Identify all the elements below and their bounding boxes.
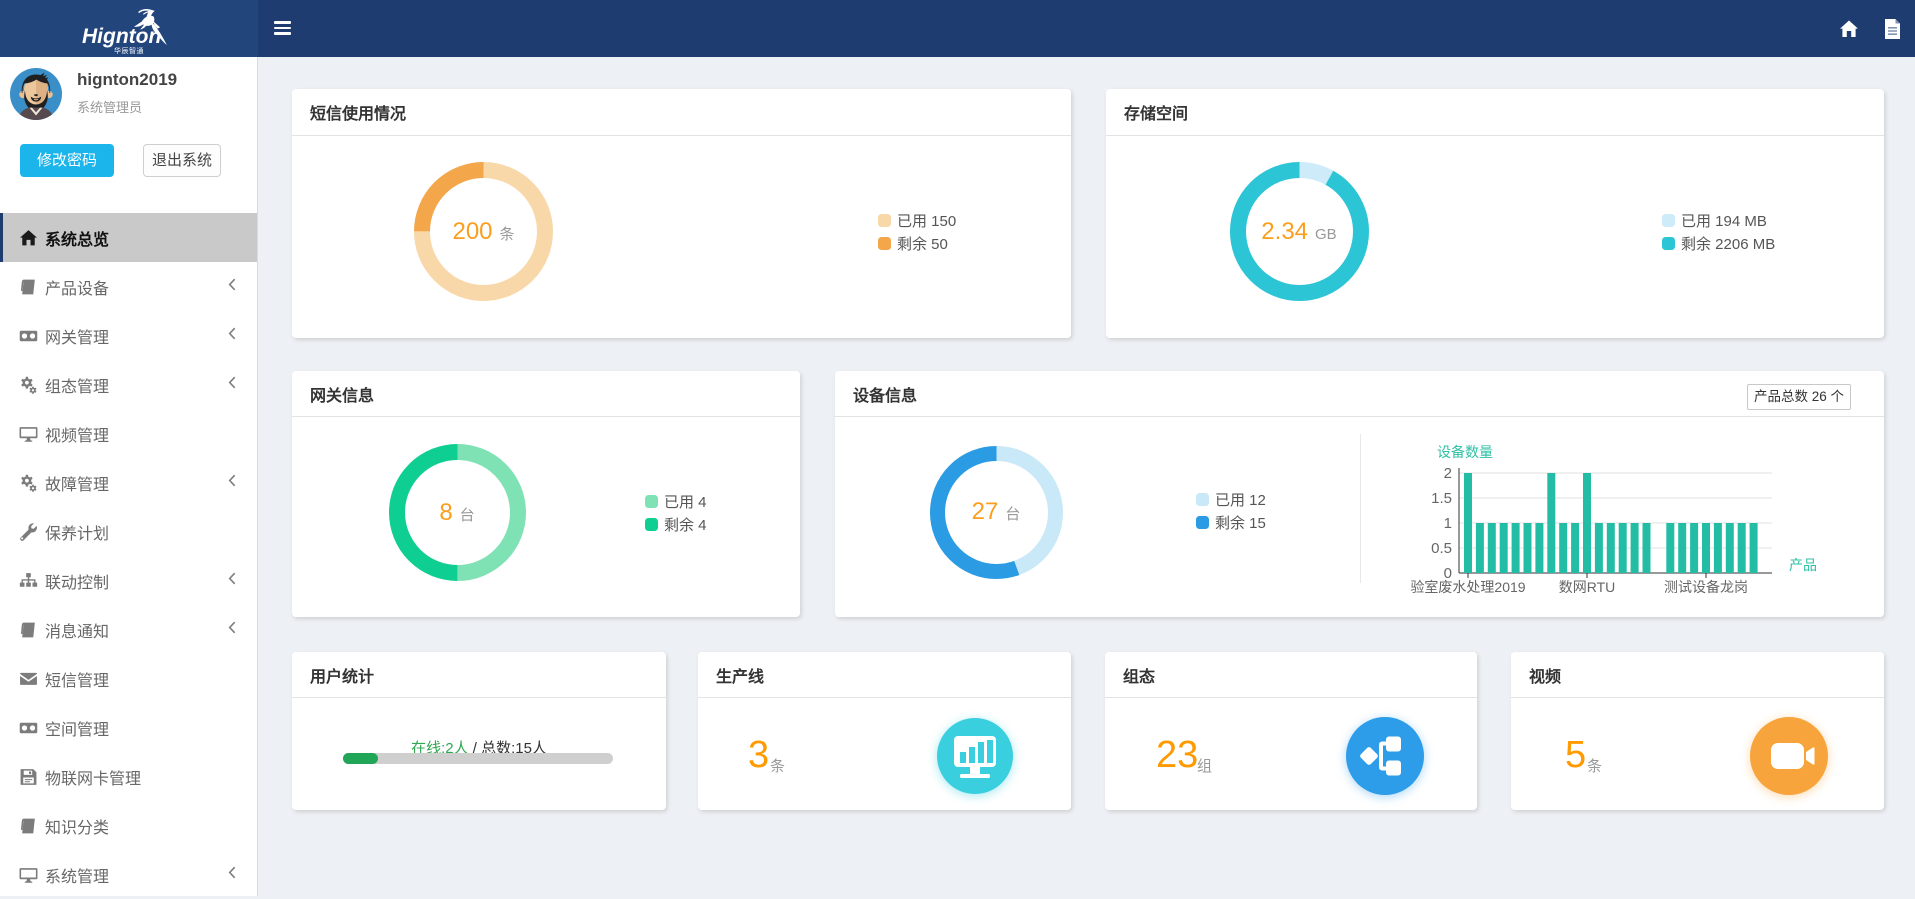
- svg-text:验室废水处理2019: 验室废水处理2019: [1410, 579, 1525, 595]
- svg-text:1: 1: [1444, 515, 1452, 532]
- svg-text:测试设备龙岗: 测试设备龙岗: [1664, 579, 1748, 595]
- svg-text:产品: 产品: [1789, 557, 1817, 573]
- svg-text:0: 0: [1444, 565, 1452, 582]
- svg-text:2: 2: [1444, 465, 1452, 482]
- svg-text:1.5: 1.5: [1431, 490, 1452, 507]
- svg-text:数网RTU: 数网RTU: [1559, 579, 1616, 595]
- svg-text:设备数量: 设备数量: [1437, 444, 1493, 460]
- svg-text:0.5: 0.5: [1431, 540, 1452, 557]
